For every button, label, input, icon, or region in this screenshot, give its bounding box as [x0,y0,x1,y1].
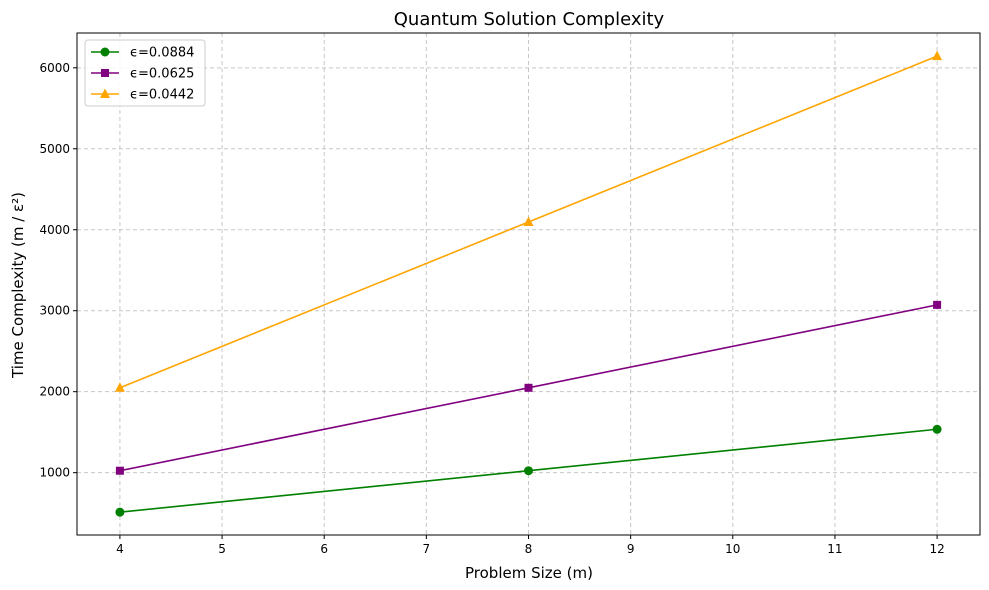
data-point [523,216,534,226]
data-point [932,424,942,434]
y-tick-label: 1000 [39,466,70,480]
x-tick-label: 5 [218,542,226,556]
chart-title: Quantum Solution Complexity [394,9,665,30]
x-tick-label: 4 [116,542,124,556]
legend-item: ϵ=0.0625 [91,67,194,82]
series-3 [114,50,943,392]
legend-marker [101,69,109,77]
y-axis-title: Time Complexity (m / ε²) [9,192,27,379]
x-tick-label: 12 [929,542,944,556]
axis-ticks: 4 5 6 7 8 9 10 11 12 1000 2000 3000 4000 5000 6000 [39,61,944,556]
x-tick-label: 11 [827,542,842,556]
series-2 [115,300,942,475]
legend-marker [100,47,110,57]
legend-label: ϵ=0.0442 [130,88,194,103]
data-point [524,466,533,476]
y-tick-label: 4000 [39,223,70,237]
y-tick-label: 6000 [39,61,70,75]
data-point [115,466,124,475]
y-tick-label: 3000 [39,304,70,318]
x-tick-label: 6 [320,542,328,556]
legend-marker [100,88,110,98]
series-layer [114,50,943,517]
x-tick-label: 9 [627,542,635,556]
data-point [115,507,125,517]
y-tick-label: 5000 [39,142,70,156]
legend-item: ϵ=0.0442 [91,88,194,103]
data-point [114,382,125,392]
series-1 [115,424,942,517]
legend: ϵ=0.0884 ϵ=0.0625 ϵ=0.0442 [84,39,206,107]
x-tick-label: 7 [423,542,431,556]
legend-label: ϵ=0.0884 [130,46,194,61]
legend-label: ϵ=0.0625 [130,67,194,82]
data-point [933,300,942,309]
x-tick-label: 10 [725,542,740,556]
plot-frame [76,32,981,536]
x-axis-title: Problem Size (m) [465,564,593,582]
legend-item: ϵ=0.0884 [91,46,194,61]
y-tick-label: 2000 [39,385,70,399]
legend-box [84,39,206,107]
data-point [932,50,943,61]
grid [77,33,980,535]
data-point [524,383,533,392]
x-tick-label: 8 [525,542,533,556]
